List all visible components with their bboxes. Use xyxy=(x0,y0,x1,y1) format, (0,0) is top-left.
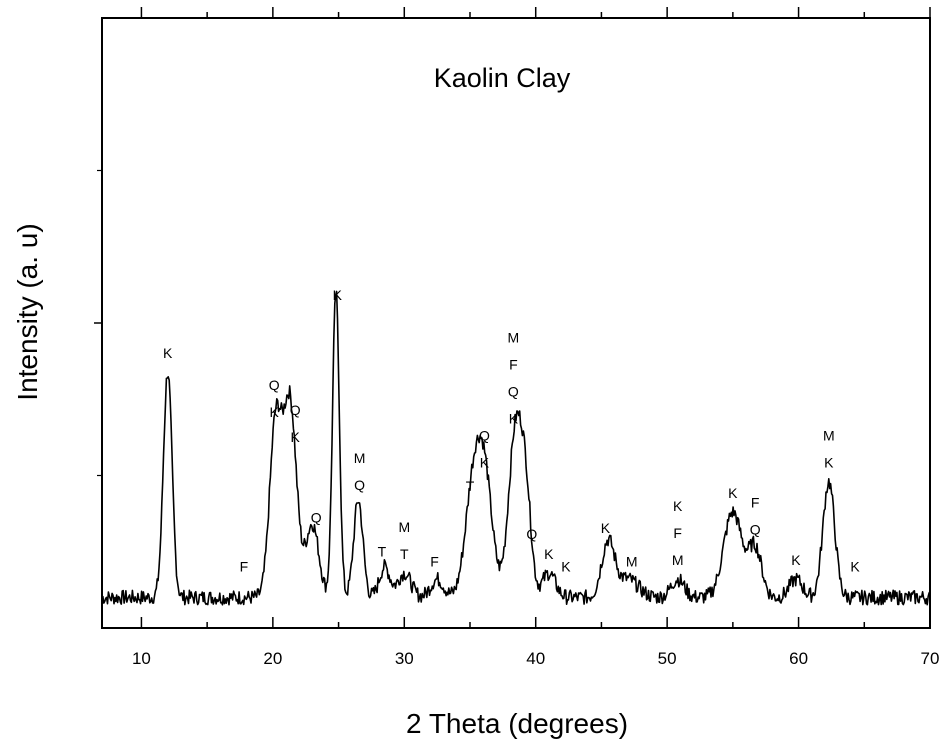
phase-label: Q xyxy=(750,522,761,538)
phase-label: K xyxy=(509,411,519,427)
phase-label: F xyxy=(673,525,682,541)
bottom-axis-ticks: 10 20 30 40 50 60 70 xyxy=(132,617,939,668)
x-tick-label: 60 xyxy=(789,649,808,668)
phase-label: K xyxy=(601,520,611,536)
x-tick-label: 20 xyxy=(263,649,282,668)
phase-label: K xyxy=(561,558,571,574)
phase-label: Q xyxy=(311,509,322,525)
phase-label: Q xyxy=(290,402,301,418)
x-tick-label: 30 xyxy=(395,649,414,668)
y-axis-title: Intensity (a. u) xyxy=(12,223,43,400)
phase-label: K xyxy=(728,485,738,501)
plot-frame xyxy=(101,17,931,629)
phase-label: M xyxy=(823,428,835,444)
phase-label: Q xyxy=(354,477,365,493)
phase-label: F xyxy=(430,554,439,570)
phase-label: Q xyxy=(269,377,280,393)
phase-label: Q xyxy=(479,428,490,444)
phase-label: F xyxy=(240,558,249,574)
phase-label: K xyxy=(480,455,490,471)
phase-label: K xyxy=(850,558,860,574)
chart-title: Kaolin Clay xyxy=(434,63,571,93)
phase-label: Q xyxy=(508,384,519,400)
x-tick-label: 70 xyxy=(921,649,940,668)
x-axis-title: 2 Theta (degrees) xyxy=(406,708,628,739)
left-axis-ticks xyxy=(94,169,102,477)
phase-label: K xyxy=(673,498,683,514)
x-tick-label: 40 xyxy=(526,649,545,668)
phase-label: Q xyxy=(526,526,537,542)
phase-label: K xyxy=(163,345,173,361)
phase-label: K xyxy=(544,546,554,562)
phase-label: M xyxy=(626,553,638,569)
phase-label: M xyxy=(508,330,520,346)
x-tick-label: 10 xyxy=(132,649,151,668)
phase-label: T xyxy=(378,544,387,560)
phase-label: M xyxy=(398,519,410,535)
x-tick-label: 50 xyxy=(658,649,677,668)
phase-label: K xyxy=(269,404,279,420)
top-axis-ticks xyxy=(140,7,931,18)
phase-label: T xyxy=(400,546,409,562)
phase-label: T xyxy=(466,478,475,494)
phase-label: K xyxy=(824,455,834,471)
phase-label: K xyxy=(791,552,801,568)
phase-label: K xyxy=(291,429,301,445)
phase-label: F xyxy=(751,495,760,511)
phase-label: M xyxy=(354,450,366,466)
phase-label: M xyxy=(672,552,684,568)
intensity-series-line xyxy=(101,290,931,606)
phase-label: K xyxy=(333,287,343,303)
phase-label: F xyxy=(509,357,518,373)
